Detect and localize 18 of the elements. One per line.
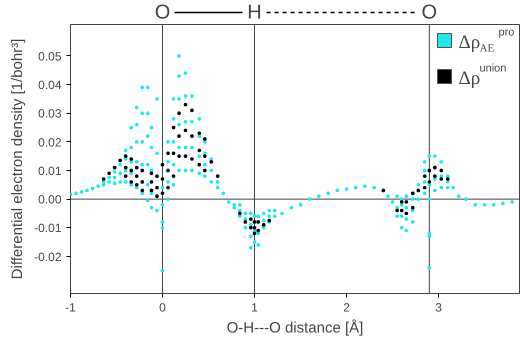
y-tick-label: 0.05	[38, 49, 62, 64]
x-tick-label: 0	[159, 300, 166, 314]
ref-line-label: O	[422, 2, 438, 24]
y-tick-label: 0.01	[38, 164, 62, 178]
x-tick-label: 1	[251, 300, 258, 314]
y-tick-label: 0.04	[38, 78, 62, 92]
ref-line-label: O	[154, 2, 170, 24]
y-axis-title: Differential electron density [1/bohr³]	[9, 38, 26, 280]
y-tick-label: -0.01	[34, 221, 62, 236]
y-tick-label: 0.00	[38, 192, 62, 207]
ref-line-label: H	[247, 2, 262, 24]
x-tick-label: 2	[343, 300, 350, 314]
x-tick-label: 3	[435, 300, 442, 314]
x-axis-title: O-H---O distance [Å]	[226, 318, 364, 336]
y-tick-label: 0.03	[38, 106, 62, 121]
x-tick-label: -1	[65, 300, 76, 314]
y-tick-label: 0.02	[38, 135, 62, 150]
y-tick-label: -0.02	[34, 250, 62, 264]
